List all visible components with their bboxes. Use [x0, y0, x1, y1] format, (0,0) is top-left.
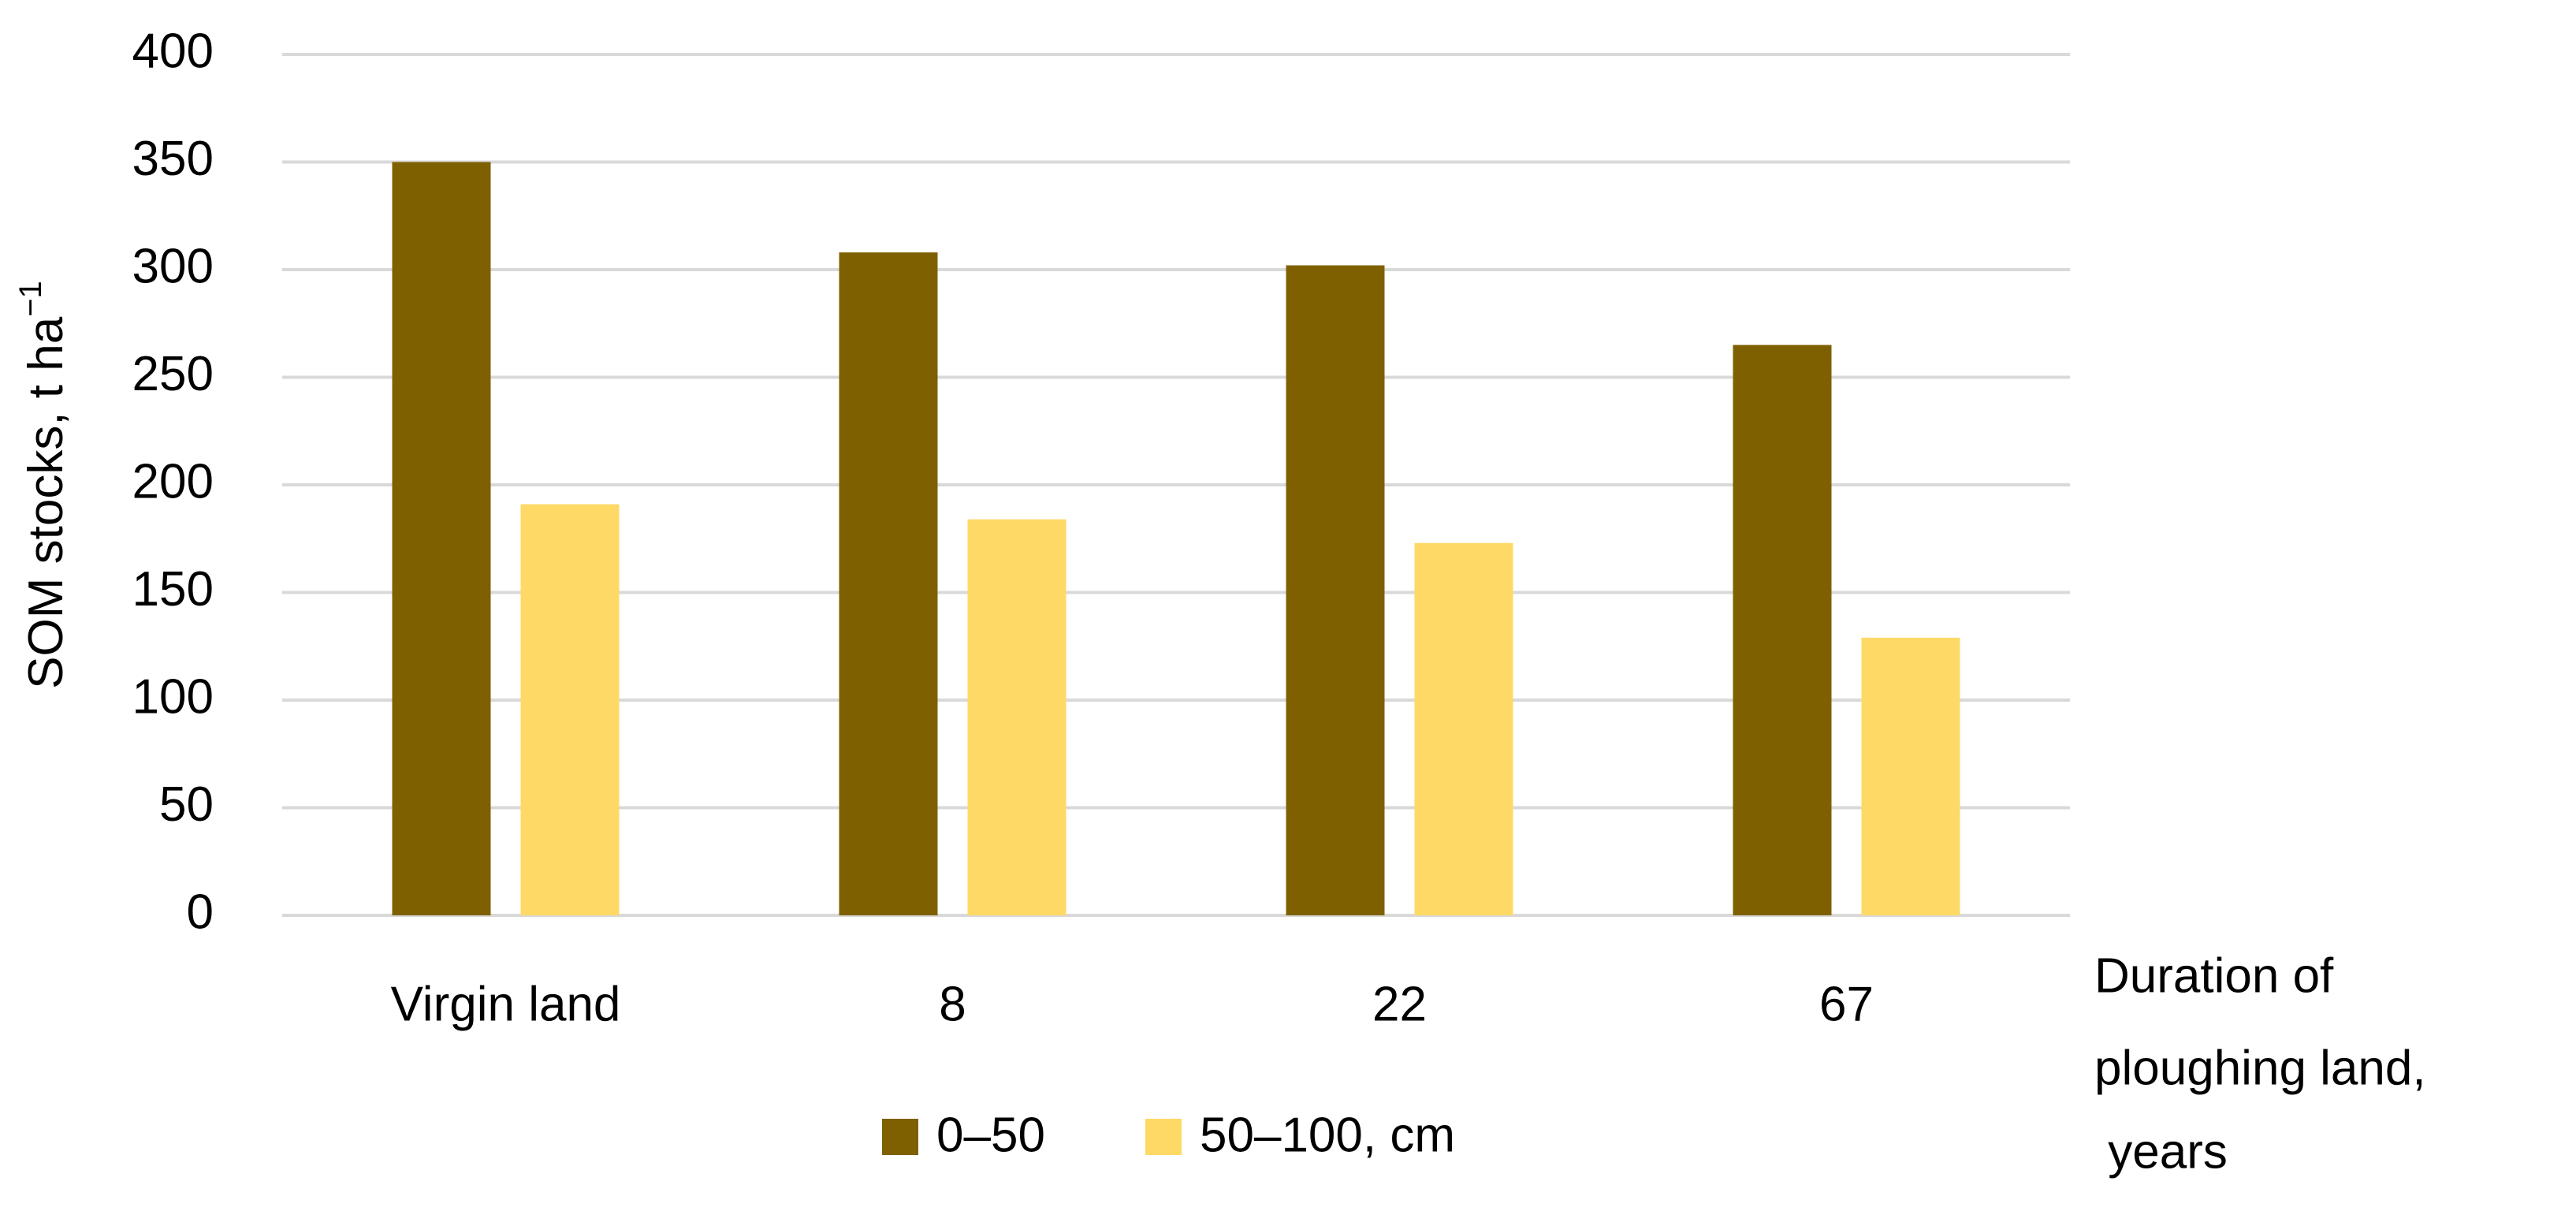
- bar: [392, 162, 491, 915]
- x-axis-label: years: [2094, 1124, 2228, 1179]
- bar: [1414, 542, 1513, 915]
- y-tick-label: 50: [159, 777, 214, 832]
- x-axis-label: ploughing land,: [2094, 1041, 2426, 1095]
- x-axis-label: Duration of: [2094, 948, 2334, 1003]
- bar: [1286, 265, 1385, 915]
- y-tick-label: 400: [132, 24, 214, 78]
- y-tick-label: 100: [132, 669, 214, 724]
- bar: [839, 252, 938, 915]
- y-tick-label: 300: [132, 239, 214, 293]
- y-tick-label: 350: [132, 132, 214, 186]
- y-tick-label: 0: [187, 885, 214, 939]
- x-tick-label: 8: [939, 977, 966, 1031]
- y-tick-label: 200: [132, 454, 214, 509]
- x-tick-label: 67: [1819, 977, 1874, 1031]
- legend-swatch: [882, 1119, 918, 1155]
- bar: [1861, 637, 1960, 915]
- y-axis-label-superscript: −1: [13, 281, 48, 317]
- y-axis-label: SOM stocks, t ha−1: [13, 281, 74, 689]
- y-tick-label: 150: [132, 562, 214, 617]
- y-tick-label: 250: [132, 347, 214, 401]
- legend-label: 0–50: [936, 1108, 1045, 1162]
- bar: [967, 519, 1067, 915]
- y-axis-label-main: SOM stocks, t ha: [19, 316, 73, 689]
- legend-label: 50–100, cm: [1200, 1108, 1455, 1162]
- bar: [520, 504, 620, 915]
- x-tick-label: 22: [1372, 977, 1427, 1031]
- legend-swatch: [1145, 1119, 1182, 1155]
- x-tick-label: Virgin land: [391, 977, 621, 1031]
- bar: [1733, 345, 1832, 915]
